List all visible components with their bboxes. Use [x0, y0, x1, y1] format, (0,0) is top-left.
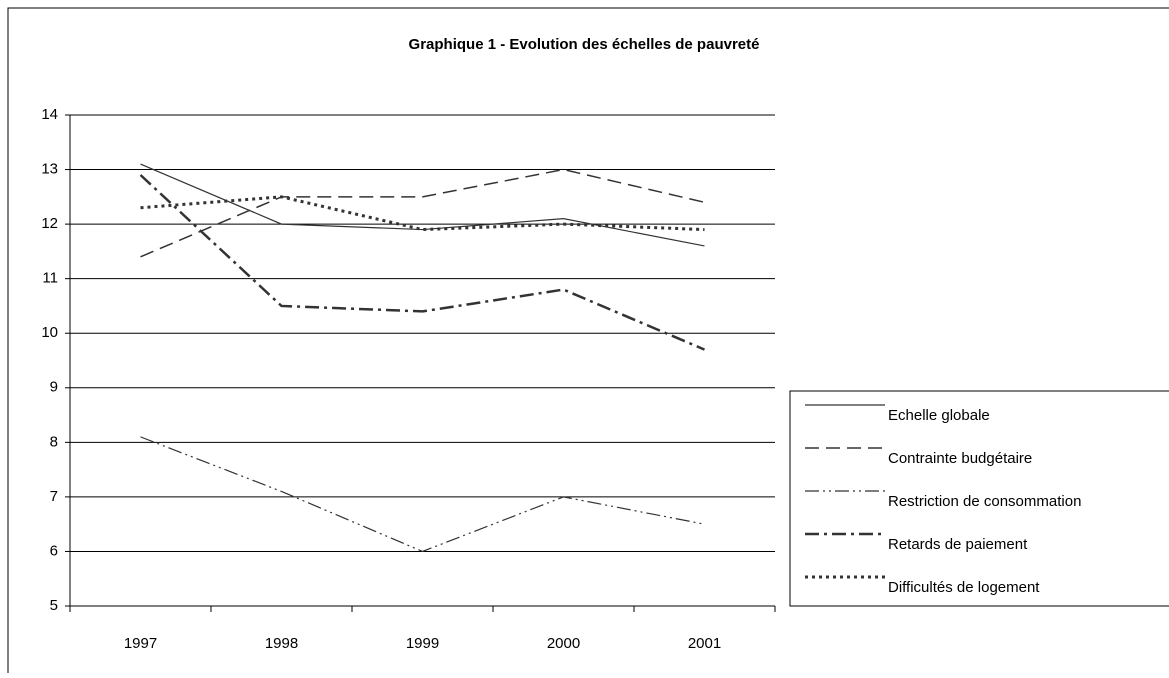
series-line	[140, 195, 705, 232]
y-tick-label: 6	[50, 542, 58, 559]
series-line	[140, 436, 705, 553]
legend-label: Difficultés de logement	[888, 579, 1040, 596]
y-tick-label: 11	[42, 270, 58, 287]
x-tick-label: 2000	[547, 635, 580, 652]
legend-label: Contrainte budgétaire	[888, 450, 1032, 467]
chart-frame	[7, 7, 1169, 673]
y-tick-label: 8	[50, 433, 58, 450]
legend-label: Restriction de consommation	[888, 493, 1081, 510]
x-tick-label: 1998	[265, 635, 298, 652]
y-tick-label: 5	[50, 597, 58, 614]
y-tick-label: 13	[41, 161, 58, 178]
y-tick-label: 7	[50, 488, 58, 505]
legend-box	[789, 390, 1169, 607]
y-tick-label: 10	[41, 324, 58, 341]
legend-label: Retards de paiement	[888, 536, 1028, 553]
y-tick-label: 9	[50, 379, 58, 396]
series-line	[139, 174, 705, 351]
y-tick-label: 14	[41, 106, 58, 123]
series-line	[140, 163, 705, 247]
y-tick-label: 12	[41, 215, 58, 232]
series-line	[140, 168, 705, 258]
chart-title: Graphique 1 - Evolution des échelles de …	[409, 36, 760, 53]
x-tick-label: 1999	[406, 635, 439, 652]
x-tick-label: 2001	[688, 635, 721, 652]
x-tick-label: 1997	[124, 635, 157, 652]
legend-label: Echelle globale	[888, 407, 990, 424]
